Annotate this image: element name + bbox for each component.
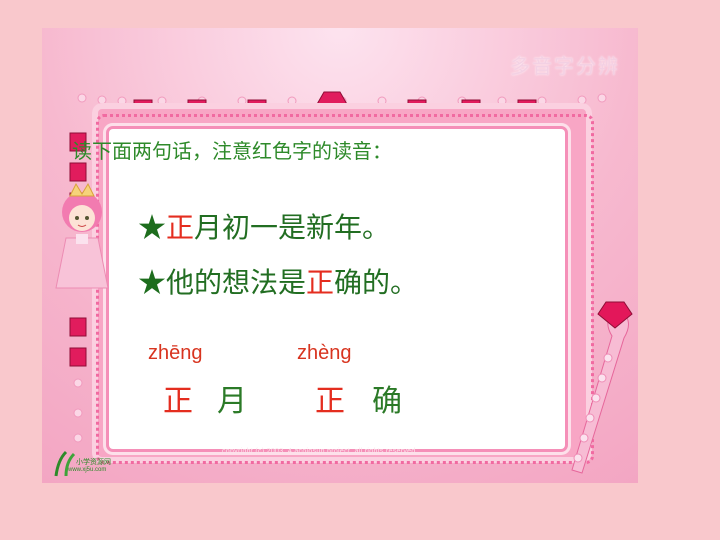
word-2-char-2: 确 — [372, 384, 402, 419]
scepter-illustration — [571, 301, 633, 474]
star-icon: ★ — [138, 211, 167, 244]
word-1-char-2: 月 — [217, 384, 247, 419]
highlight-char: 正 — [166, 211, 195, 244]
princess-illustration — [55, 182, 109, 289]
word-1-char-1: 正 — [163, 384, 193, 419]
pinyin-zheng-4: zhèng — [297, 342, 352, 364]
dotted-pearl-border — [96, 114, 594, 464]
logo-icon: 小学资源网 — [54, 450, 111, 477]
sentence-text-after: 确的。 — [334, 266, 419, 299]
sentence-1: ★正月初一是新年。 — [138, 206, 390, 246]
instruction-text: 读下面两句话，注意红色字的读音： — [72, 139, 392, 163]
slide: 多音字分辨 — [42, 28, 638, 483]
slide-header-title: 多音字分辨 — [510, 54, 620, 78]
sentence-text: 月初一是新年。 — [194, 211, 391, 244]
copyright-text: copyright (c) 2003, 4 acojosun project. … — [222, 448, 418, 455]
content-panel — [109, 129, 565, 449]
logo-name: 小学资源网 — [76, 457, 111, 466]
word-2-char-1: 正 — [315, 384, 345, 419]
sentence-text-before: 他的想法是 — [166, 266, 307, 299]
highlight-char: 正 — [306, 266, 335, 299]
logo-url: www.xj5u.com — [68, 467, 107, 473]
pinyin-zheng-1: zhēng — [148, 342, 203, 364]
sentence-2: ★他的想法是正确的。 — [138, 261, 418, 301]
star-icon: ★ — [138, 266, 167, 299]
